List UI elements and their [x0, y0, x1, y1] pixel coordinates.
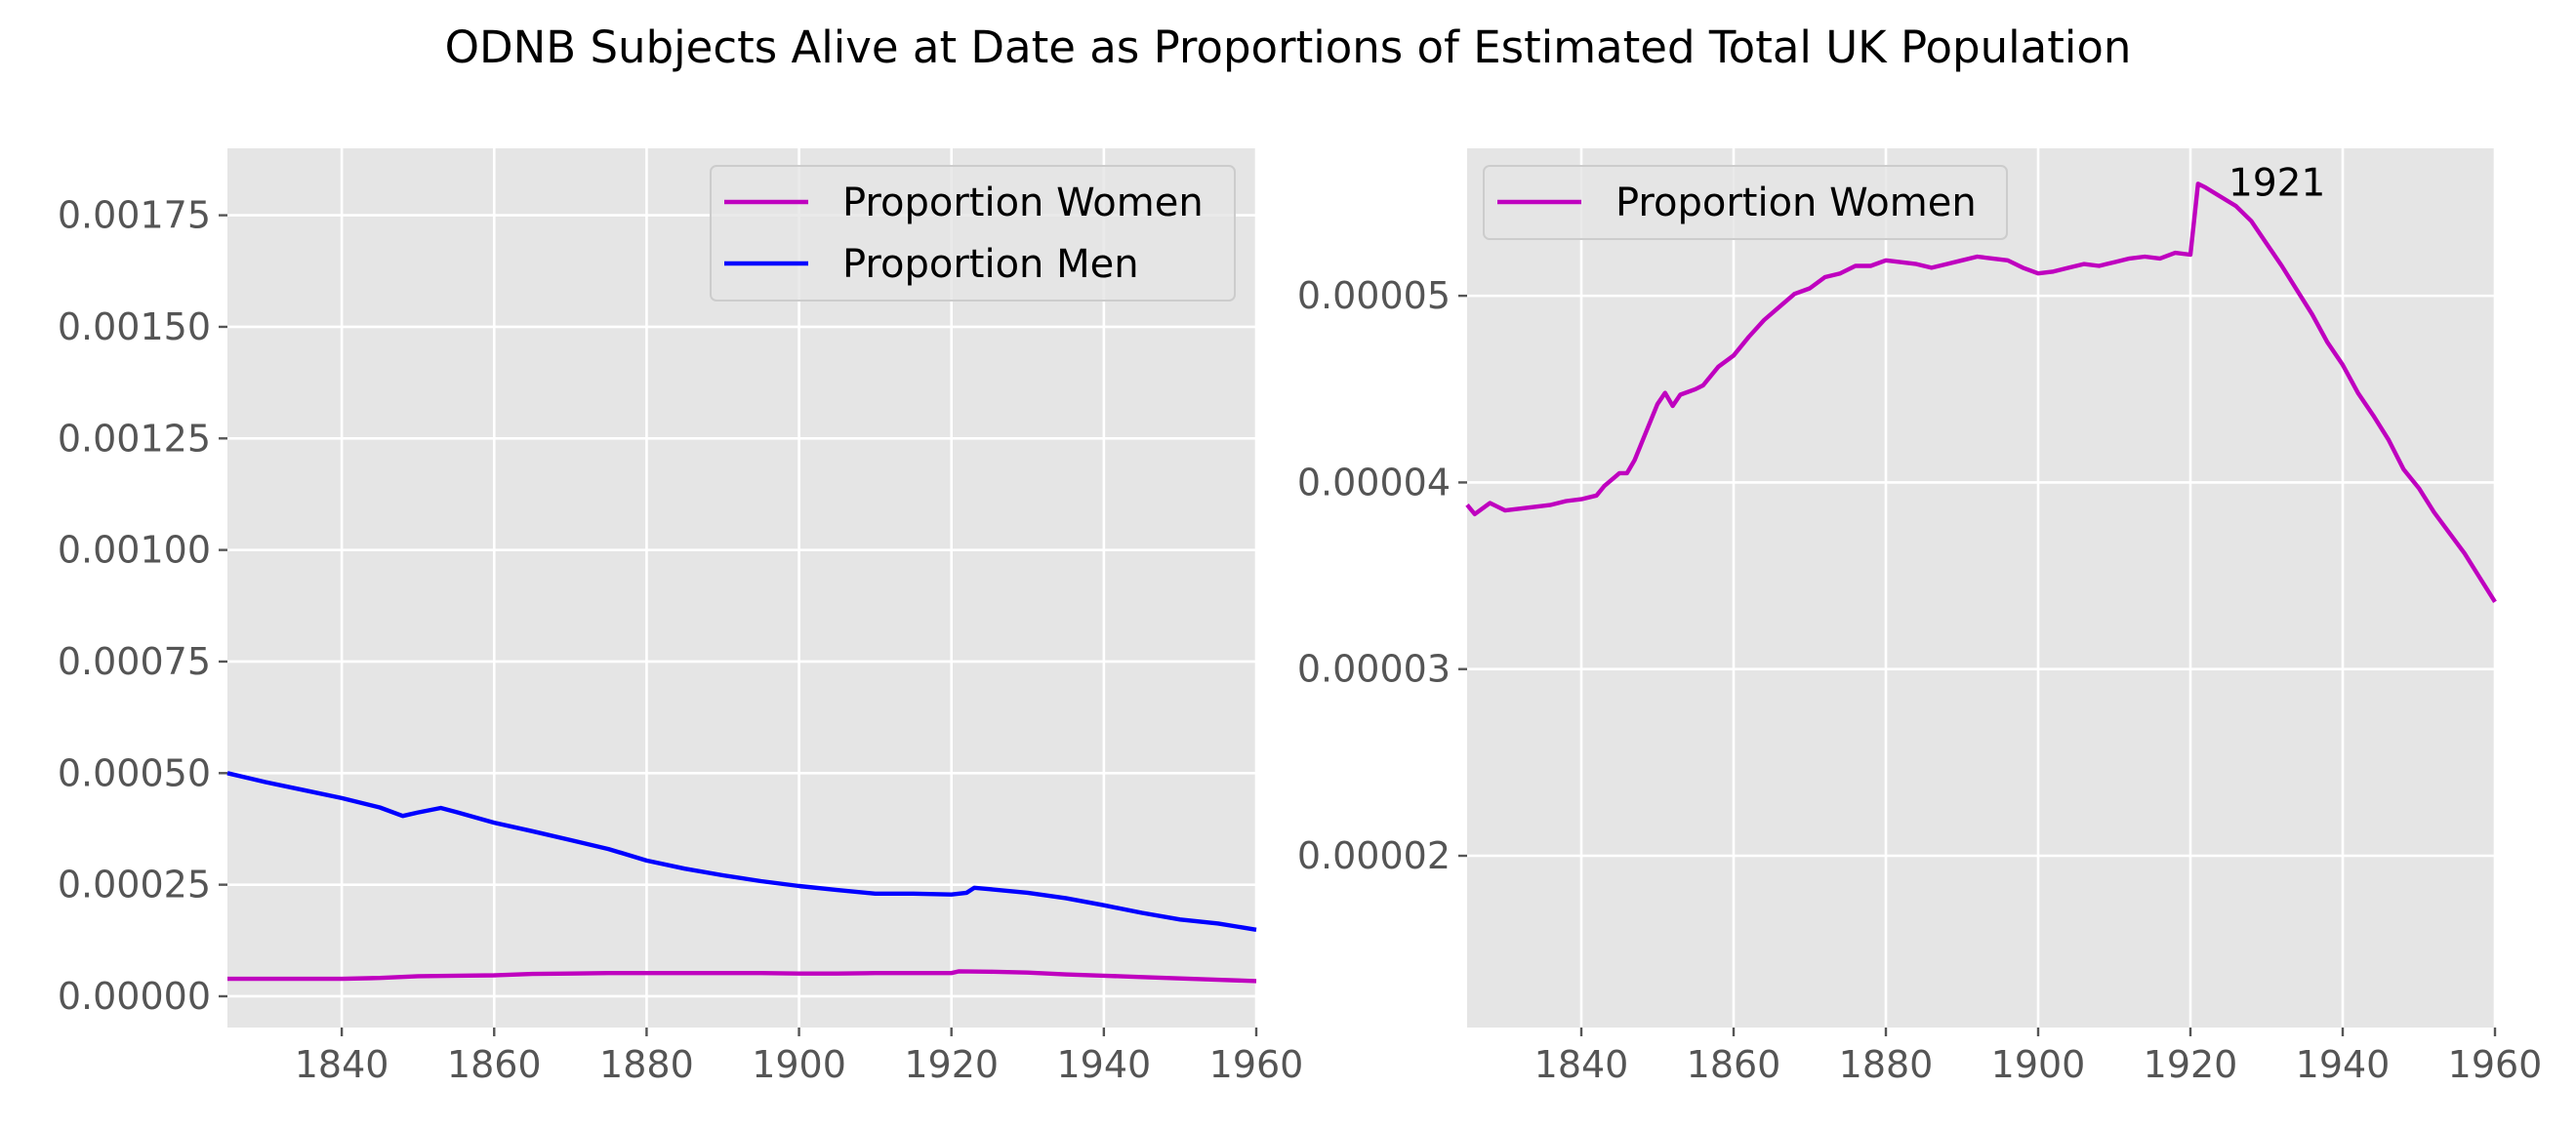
- series-line: [226, 771, 1257, 932]
- x-tick-label: 1900: [752, 1043, 846, 1086]
- y-tick-label: 0.00002: [1297, 834, 1451, 877]
- x-tick-label: 1940: [2296, 1043, 2391, 1086]
- x-tick-label: 1900: [1991, 1043, 2086, 1086]
- legend-label: Proportion Women: [1615, 181, 1977, 225]
- x-tick-label: 1960: [1209, 1043, 1304, 1086]
- x-tick-label: 1840: [295, 1043, 389, 1086]
- series-line: [227, 969, 1257, 984]
- series-line: [1465, 181, 2497, 603]
- y-tick-label: 0.00175: [58, 194, 211, 237]
- annotation-label: 1921: [2228, 161, 2325, 205]
- right-chart-panel: 1840 1860 1880 1900 1920 1940 1960 0.00002 0.000…: [1297, 148, 2543, 1086]
- legend-label: Proportion Women: [842, 181, 1204, 225]
- x-tick-label: 1860: [1687, 1043, 1781, 1086]
- y-tick-label: 0.00025: [58, 864, 211, 907]
- y-tick-label: 0.00000: [58, 975, 211, 1018]
- x-tick-label: 1940: [1056, 1043, 1151, 1086]
- legend-label: Proportion Men: [842, 242, 1139, 287]
- left-chart-panel: 1840 1860 1880 1900 1920 1940 1960 0.00000 0.000…: [58, 148, 1304, 1086]
- x-tick-label: 1920: [2144, 1043, 2238, 1086]
- x-tick-label: 1960: [2448, 1043, 2543, 1086]
- y-tick-label: 0.00003: [1297, 648, 1451, 691]
- legend: Proportion Women: [1483, 165, 2008, 240]
- y-tick-label: 0.00125: [58, 417, 211, 460]
- x-tick-label: 1880: [1839, 1043, 1934, 1086]
- legend-box: [1483, 165, 2008, 240]
- legend-box: [710, 165, 1236, 302]
- y-tick-label: 0.00005: [1297, 274, 1451, 317]
- x-tick-label: 1880: [599, 1043, 694, 1086]
- x-tick-label: 1860: [447, 1043, 542, 1086]
- legend: Proportion Women Proportion Men: [710, 165, 1236, 302]
- y-tick-label: 0.00004: [1297, 461, 1451, 504]
- figure-title: ODNB Subjects Alive at Date as Proportio…: [444, 21, 2132, 73]
- y-tick-label: 0.00050: [58, 751, 211, 794]
- plot-background: [1467, 148, 2495, 1028]
- y-tick-label: 0.00075: [58, 640, 211, 683]
- x-tick-label: 1840: [1534, 1043, 1629, 1086]
- y-tick-label: 0.00100: [58, 529, 211, 572]
- x-tick-label: 1920: [904, 1043, 999, 1086]
- y-tick-label: 0.00150: [58, 305, 211, 348]
